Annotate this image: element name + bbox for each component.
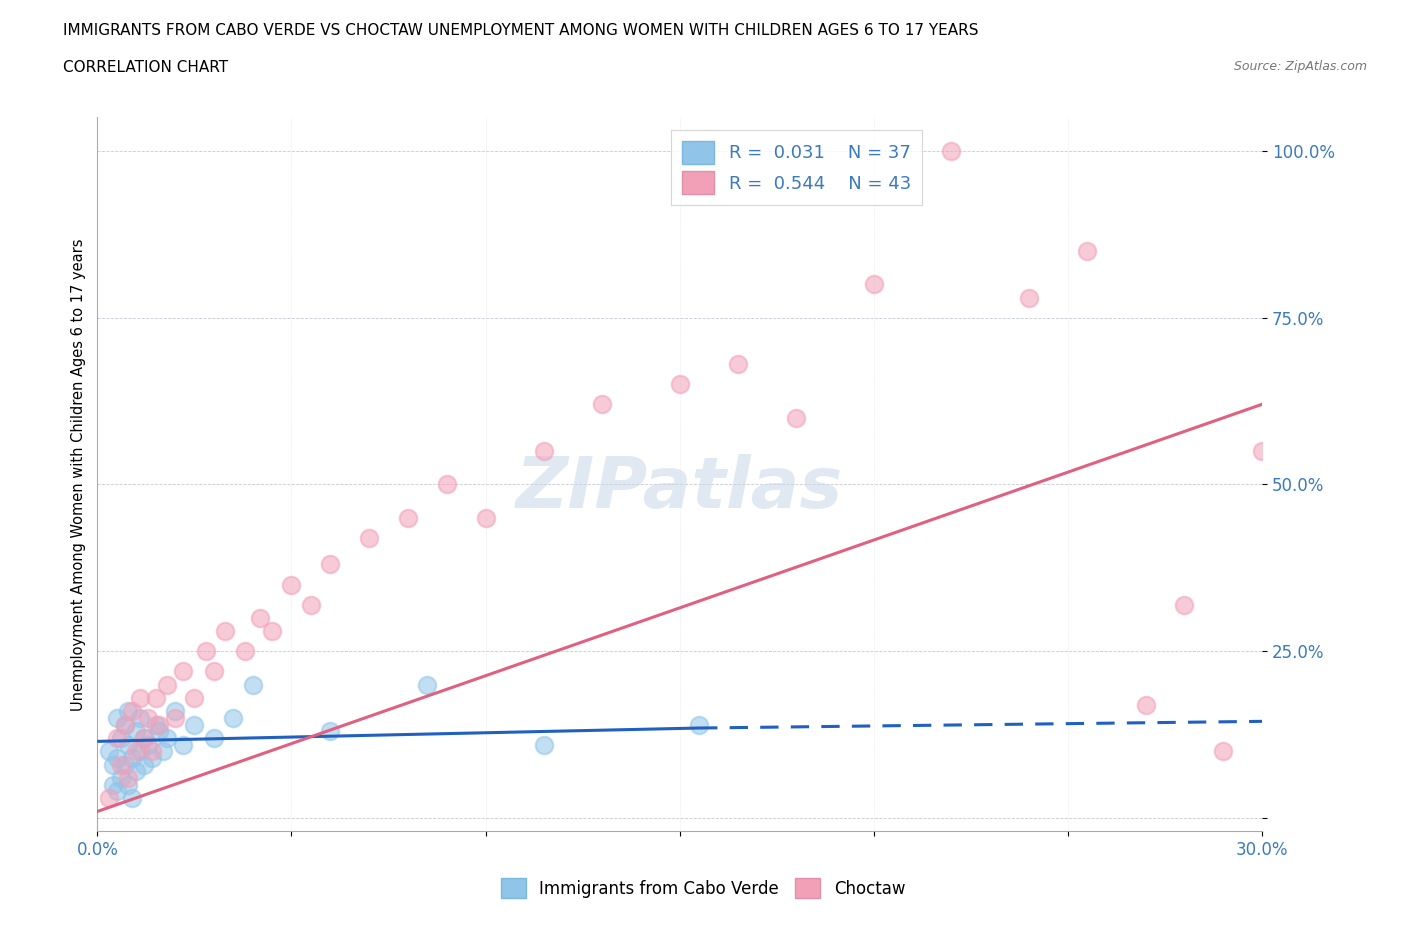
Point: [941, 143, 963, 158]
Point: [117, 704, 139, 719]
Text: IMMIGRANTS FROM CABO VERDE VS CHOCTAW UNEMPLOYMENT AMONG WOMEN WITH CHILDREN AGE: IMMIGRANTS FROM CABO VERDE VS CHOCTAW UN…: [63, 23, 979, 38]
Legend: R =  0.031    N = 37, R =  0.544    N = 43: R = 0.031 N = 37, R = 0.544 N = 43: [671, 130, 921, 206]
Point: [163, 711, 186, 725]
Point: [359, 530, 381, 545]
Point: [114, 717, 136, 732]
Point: [98, 790, 121, 805]
Point: [533, 444, 555, 458]
Point: [148, 724, 170, 738]
Point: [125, 764, 148, 778]
Point: [1076, 244, 1098, 259]
Point: [114, 757, 136, 772]
Point: [145, 717, 167, 732]
Point: [105, 731, 128, 746]
Point: [195, 644, 218, 658]
Point: [1173, 597, 1195, 612]
Point: [396, 511, 419, 525]
Point: [172, 664, 194, 679]
Point: [132, 731, 155, 746]
Point: [121, 751, 143, 765]
Point: [591, 397, 613, 412]
Point: [319, 557, 342, 572]
Point: [117, 771, 139, 786]
Point: [101, 757, 124, 772]
Point: [145, 691, 167, 706]
Point: [1251, 444, 1274, 458]
Point: [727, 357, 749, 372]
Point: [183, 691, 205, 706]
Point: [172, 737, 194, 752]
Point: [1135, 698, 1157, 712]
Point: [202, 664, 225, 679]
Point: [129, 744, 152, 759]
Point: [319, 724, 342, 738]
Legend: Immigrants from Cabo Verde, Choctaw: Immigrants from Cabo Verde, Choctaw: [494, 871, 912, 905]
Point: [98, 744, 121, 759]
Point: [114, 717, 136, 732]
Point: [668, 377, 690, 392]
Point: [121, 704, 143, 719]
Point: [533, 737, 555, 752]
Point: [105, 784, 128, 799]
Point: [436, 477, 458, 492]
Point: [202, 731, 225, 746]
Point: [129, 711, 152, 725]
Point: [688, 717, 710, 732]
Point: [156, 677, 179, 692]
Point: [117, 737, 139, 752]
Point: [141, 751, 163, 765]
Point: [132, 757, 155, 772]
Point: [117, 777, 139, 792]
Point: [233, 644, 256, 658]
Point: [242, 677, 264, 692]
Point: [121, 790, 143, 805]
Point: [136, 737, 159, 752]
Point: [214, 624, 236, 639]
Point: [101, 777, 124, 792]
Point: [110, 731, 132, 746]
Text: CORRELATION CHART: CORRELATION CHART: [63, 60, 228, 75]
Point: [125, 724, 148, 738]
Point: [862, 277, 884, 292]
Point: [105, 711, 128, 725]
Point: [125, 744, 148, 759]
Point: [785, 410, 807, 425]
Point: [152, 744, 174, 759]
Point: [260, 624, 283, 639]
Point: [474, 511, 496, 525]
Point: [183, 717, 205, 732]
Point: [105, 751, 128, 765]
Text: ZIPatlas: ZIPatlas: [516, 454, 844, 524]
Point: [136, 711, 159, 725]
Point: [110, 757, 132, 772]
Point: [129, 691, 152, 706]
Point: [280, 578, 302, 592]
Point: [156, 731, 179, 746]
Point: [1212, 744, 1234, 759]
Point: [416, 677, 439, 692]
Point: [1018, 290, 1040, 305]
Point: [141, 744, 163, 759]
Y-axis label: Unemployment Among Women with Children Ages 6 to 17 years: Unemployment Among Women with Children A…: [72, 238, 86, 711]
Point: [249, 610, 271, 625]
Point: [163, 704, 186, 719]
Point: [222, 711, 245, 725]
Point: [148, 717, 170, 732]
Point: [299, 597, 322, 612]
Text: Source: ZipAtlas.com: Source: ZipAtlas.com: [1233, 60, 1367, 73]
Point: [110, 771, 132, 786]
Point: [132, 731, 155, 746]
